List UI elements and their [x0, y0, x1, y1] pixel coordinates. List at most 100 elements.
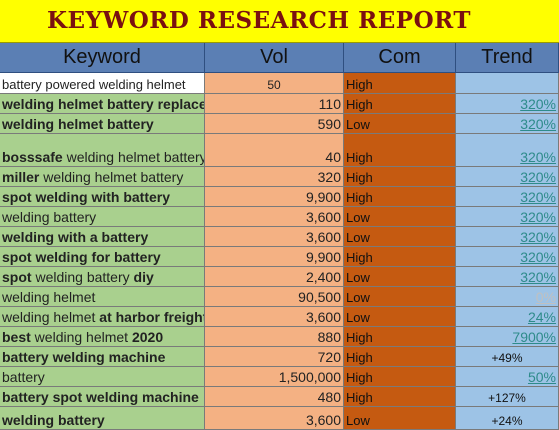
keyword-cell[interactable]: spot welding for battery: [0, 247, 205, 267]
trend-link[interactable]: 24%: [456, 307, 559, 327]
keyword-text: welding battery: [31, 269, 134, 285]
table-row[interactable]: battery 1,500,000 High 50%: [0, 367, 559, 387]
column-header-keyword[interactable]: Keyword: [0, 43, 205, 73]
trend-link[interactable]: 320%: [456, 227, 559, 247]
table-row[interactable]: welding helmet at harbor freight 3,600 Low…: [0, 307, 559, 327]
keyword-text: spot welding with battery: [2, 189, 171, 205]
table-row[interactable]: welding with a battery 3,600 Low 320%: [0, 227, 559, 247]
table-row[interactable]: best welding helmet 2020 880 High 7900%: [0, 327, 559, 347]
keyword-text: spot: [2, 269, 32, 285]
keyword-cell[interactable]: welding helmet: [0, 287, 205, 307]
keyword-text: battery spot welding machine: [2, 389, 199, 405]
table-row[interactable]: spot welding battery diy 2,400 Low 320%: [0, 267, 559, 287]
competition-cell[interactable]: High: [344, 134, 456, 167]
keyword-cell[interactable]: welding helmet battery replacement: [0, 94, 205, 114]
volume-cell[interactable]: 480: [205, 387, 344, 407]
keyword-text: miller: [2, 169, 40, 185]
table-row[interactable]: battery powered welding helmet 50 High: [0, 73, 559, 94]
trend-link[interactable]: 320%: [456, 167, 559, 187]
table-row[interactable]: welding battery 3,600 Low 320%: [0, 207, 559, 227]
volume-cell[interactable]: 40: [205, 134, 344, 167]
competition-cell[interactable]: High: [344, 187, 456, 207]
competition-cell[interactable]: Low: [344, 307, 456, 327]
volume-cell[interactable]: 3,600: [205, 227, 344, 247]
competition-cell[interactable]: Low: [344, 207, 456, 227]
volume-cell[interactable]: 3,600: [205, 307, 344, 327]
table-row[interactable]: battery spot welding machine 480 High +127%: [0, 387, 559, 407]
trend-link[interactable]: 320%: [456, 187, 559, 207]
keyword-cell[interactable]: bosssafe welding helmet battery: [0, 134, 205, 167]
competition-cell[interactable]: Low: [344, 407, 456, 430]
keyword-cell[interactable]: best welding helmet 2020: [0, 327, 205, 347]
keyword-text: welding helmet: [2, 309, 100, 325]
keyword-text: battery: [2, 369, 45, 385]
competition-cell[interactable]: Low: [344, 227, 456, 247]
volume-cell[interactable]: 110: [205, 94, 344, 114]
volume-cell[interactable]: 3,600: [205, 407, 344, 430]
competition-cell[interactable]: Low: [344, 287, 456, 307]
volume-cell[interactable]: 9,900: [205, 247, 344, 267]
volume-cell[interactable]: 1,500,000: [205, 367, 344, 387]
competition-cell[interactable]: Low: [344, 114, 456, 134]
volume-cell[interactable]: 3,600: [205, 207, 344, 227]
keyword-cell[interactable]: battery: [0, 367, 205, 387]
volume-cell[interactable]: 2,400: [205, 267, 344, 287]
table-row[interactable]: battery welding machine 720 High +49%: [0, 347, 559, 367]
volume-cell[interactable]: 90,500: [205, 287, 344, 307]
trend-link[interactable]: 320%: [456, 207, 559, 227]
column-header-com[interactable]: Com: [344, 43, 456, 73]
competition-cell[interactable]: High: [344, 367, 456, 387]
trend-link[interactable]: 320%: [456, 94, 559, 114]
trend-link[interactable]: 0%: [456, 287, 559, 307]
competition-cell[interactable]: High: [344, 94, 456, 114]
trend-link[interactable]: 320%: [456, 247, 559, 267]
keyword-cell[interactable]: welding with a battery: [0, 227, 205, 247]
competition-cell[interactable]: High: [344, 247, 456, 267]
trend-cell[interactable]: +127%: [456, 387, 559, 407]
trend-link[interactable]: 7900%: [456, 327, 559, 347]
competition-cell[interactable]: High: [344, 347, 456, 367]
keyword-text: welding helmet battery: [39, 169, 184, 185]
volume-cell[interactable]: 9,900: [205, 187, 344, 207]
keyword-cell[interactable]: welding battery: [0, 407, 205, 430]
table-row[interactable]: welding battery 3,600 Low +24%: [0, 407, 559, 430]
trend-link[interactable]: [456, 73, 559, 94]
keyword-cell[interactable]: spot welding with battery: [0, 187, 205, 207]
keyword-text: best: [2, 329, 31, 345]
keyword-cell[interactable]: welding battery: [0, 207, 205, 227]
column-header-vol[interactable]: Vol: [205, 43, 344, 73]
keyword-cell[interactable]: battery powered welding helmet: [0, 73, 205, 94]
competition-cell[interactable]: High: [344, 327, 456, 347]
keyword-cell[interactable]: battery welding machine: [0, 347, 205, 367]
table-row[interactable]: miller welding helmet battery 320 High 320%: [0, 167, 559, 187]
competition-cell[interactable]: Low: [344, 267, 456, 287]
competition-cell[interactable]: High: [344, 73, 456, 94]
competition-cell[interactable]: High: [344, 387, 456, 407]
trend-link[interactable]: 320%: [456, 134, 559, 167]
trend-link[interactable]: 320%: [456, 114, 559, 134]
column-header-trend[interactable]: Trend: [456, 43, 559, 73]
competition-cell[interactable]: High: [344, 167, 456, 187]
volume-cell[interactable]: 880: [205, 327, 344, 347]
volume-cell[interactable]: 590: [205, 114, 344, 134]
keyword-cell[interactable]: welding helmet at harbor freight: [0, 307, 205, 327]
table-row[interactable]: welding helmet 90,500 Low 0%: [0, 287, 559, 307]
trend-link[interactable]: 50%: [456, 367, 559, 387]
keyword-cell[interactable]: spot welding battery diy: [0, 267, 205, 287]
trend-cell[interactable]: +49%: [456, 347, 559, 367]
table-row[interactable]: spot welding with battery 9,900 High 320%: [0, 187, 559, 207]
volume-cell[interactable]: 720: [205, 347, 344, 367]
keyword-text: welding battery: [2, 412, 105, 428]
volume-cell[interactable]: 320: [205, 167, 344, 187]
keyword-cell[interactable]: battery spot welding machine: [0, 387, 205, 407]
table-row[interactable]: spot welding for battery 9,900 High 320%: [0, 247, 559, 267]
table-row[interactable]: welding helmet battery 590 Low 320%: [0, 114, 559, 134]
table-row[interactable]: bosssafe welding helmet battery 40 High 320…: [0, 134, 559, 167]
trend-cell[interactable]: +24%: [456, 407, 559, 430]
keyword-cell[interactable]: miller welding helmet battery: [0, 167, 205, 187]
volume-cell[interactable]: 50: [205, 73, 344, 94]
keyword-text: welding helmet: [30, 329, 132, 345]
table-row[interactable]: welding helmet battery replacement110Hig…: [0, 94, 559, 114]
keyword-cell[interactable]: welding helmet battery: [0, 114, 205, 134]
trend-link[interactable]: 320%: [456, 267, 559, 287]
